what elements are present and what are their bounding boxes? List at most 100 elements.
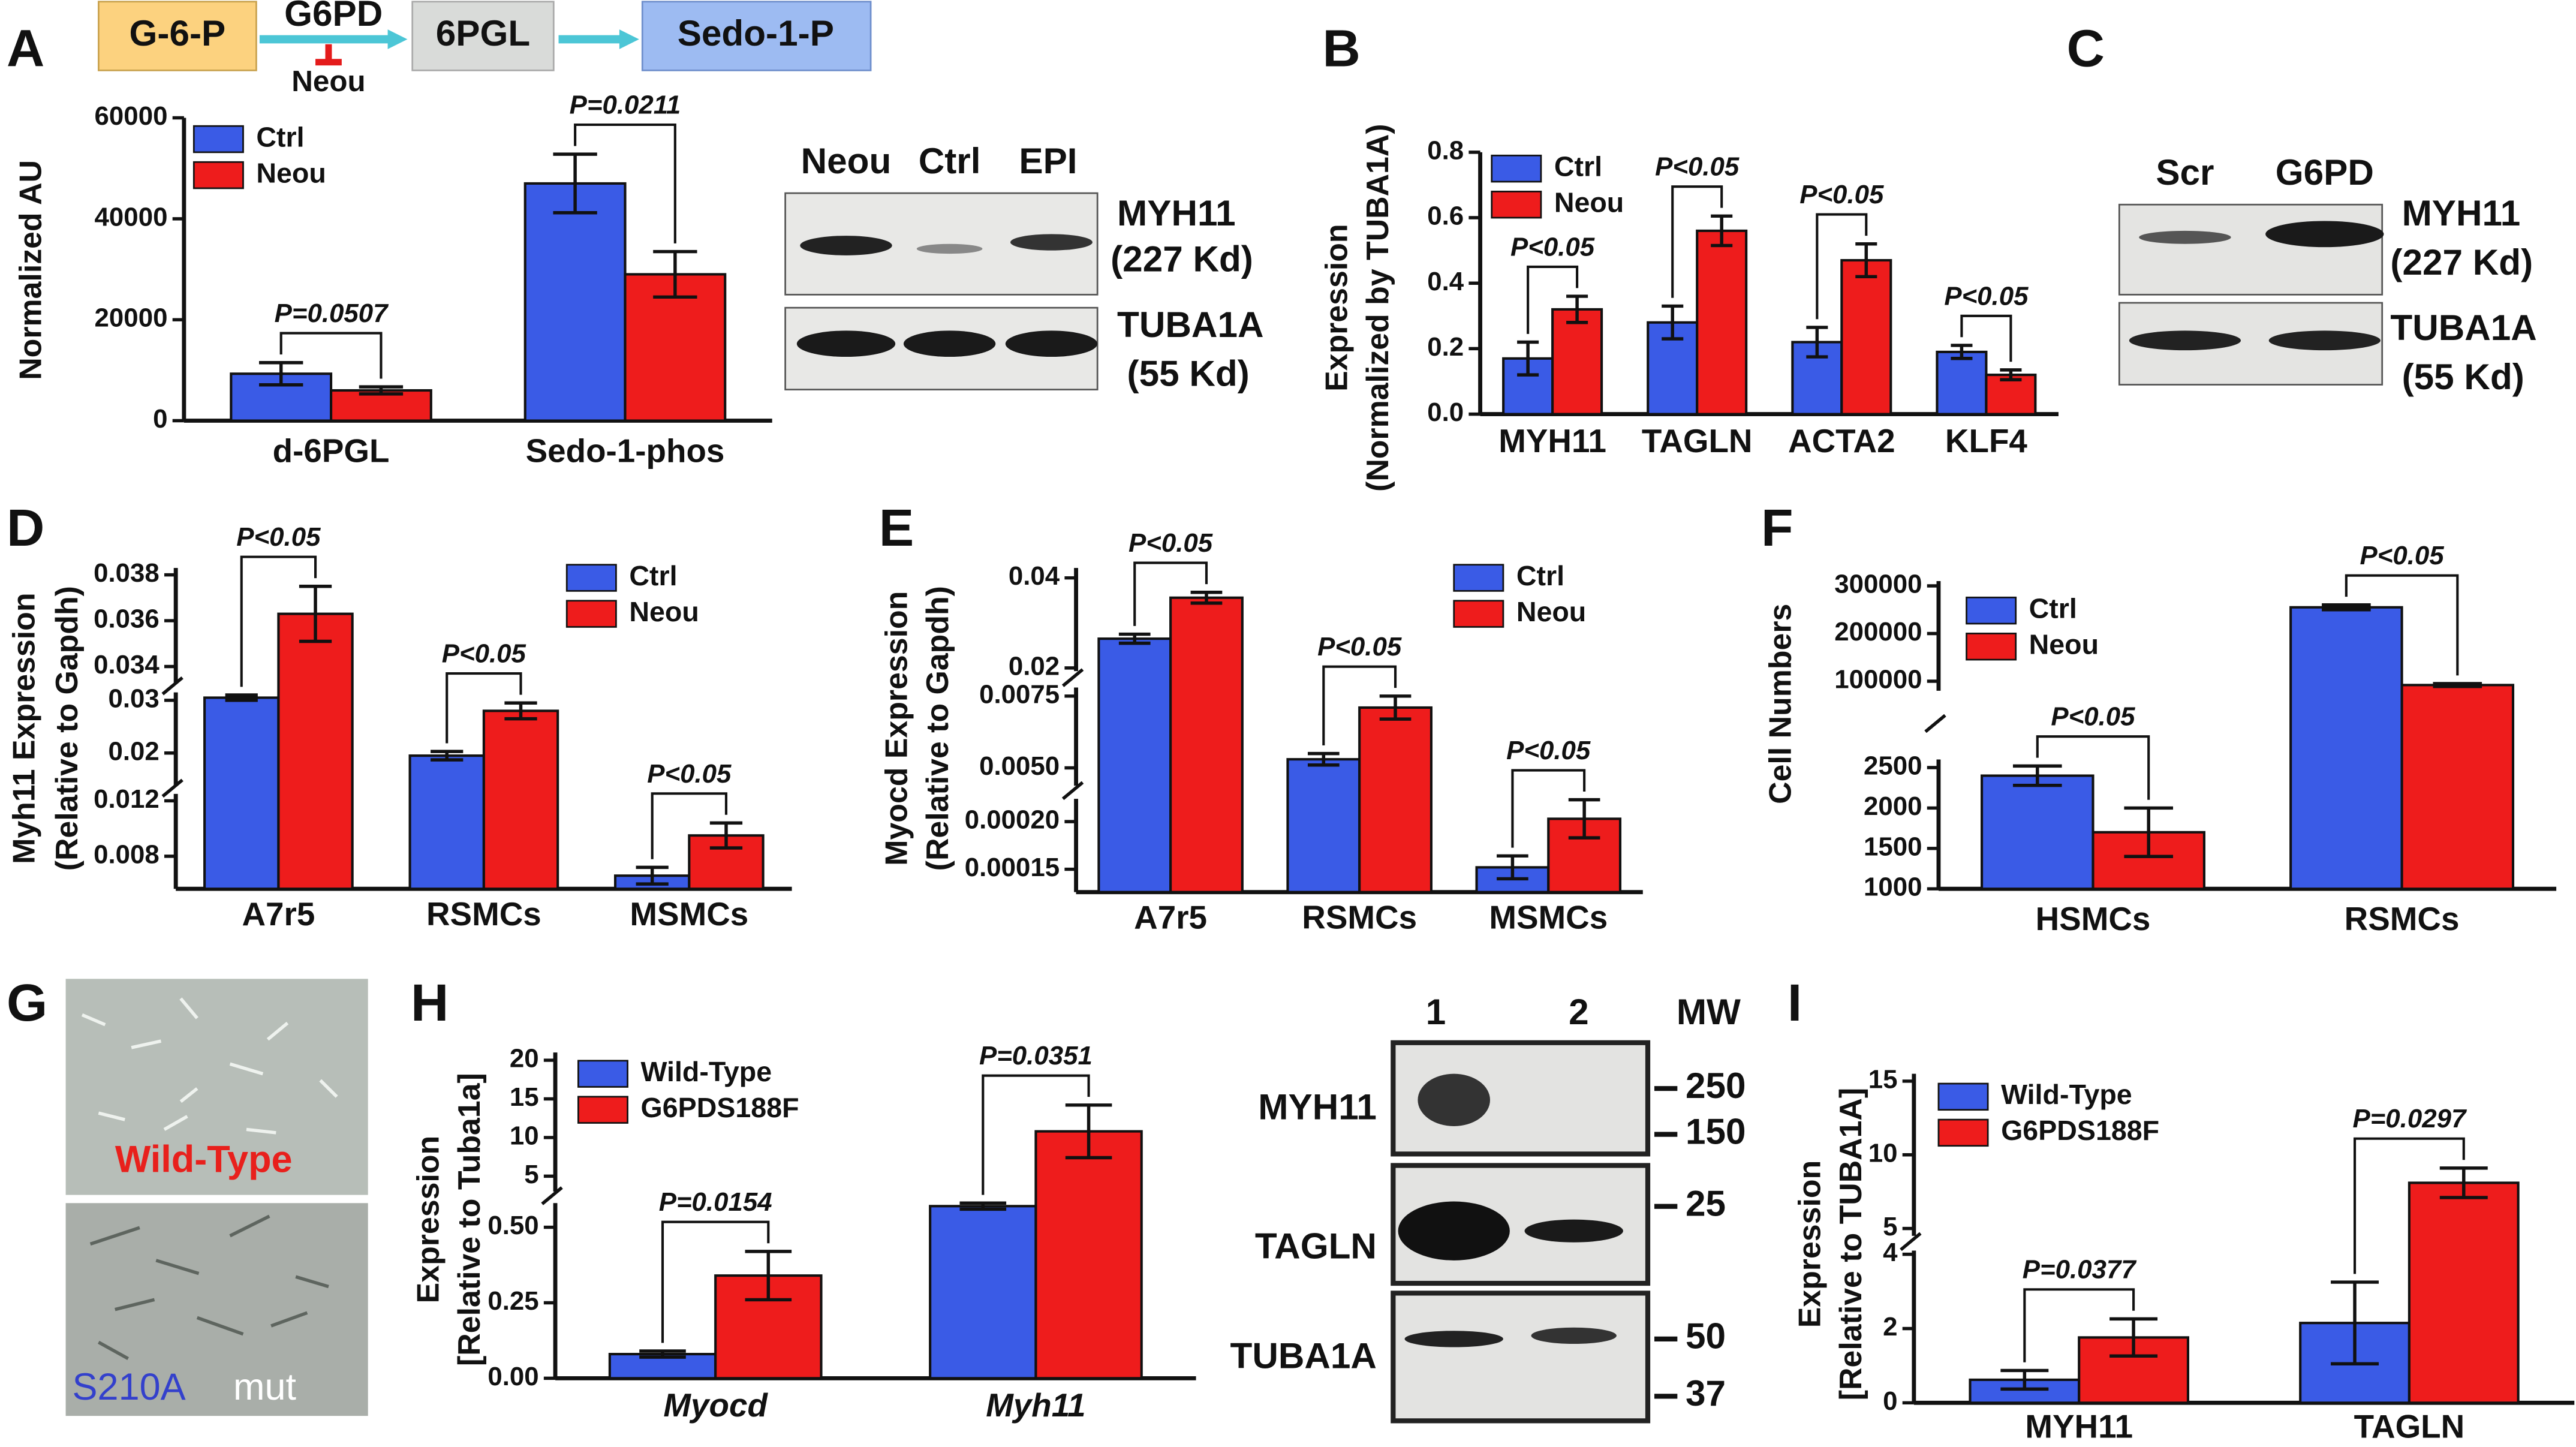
micrograph — [65, 979, 368, 1195]
bar — [2400, 684, 2515, 891]
legend-label: Ctrl — [1554, 151, 1602, 182]
y-tick-label: 20000 — [95, 303, 168, 333]
significance-bracket — [1527, 265, 1579, 334]
significance-bracket — [574, 123, 676, 243]
bar — [1647, 321, 1699, 416]
legend-swatch — [1453, 600, 1504, 628]
y-tick-label: 0.00 — [487, 1362, 538, 1391]
p-value: P<0.05 — [1799, 180, 1884, 209]
y-tick-label: 2500 — [1864, 751, 1922, 781]
x-tick-label: TAGLN — [1642, 422, 1753, 459]
y-tick-label: 0.038 — [94, 558, 160, 588]
axis-break — [1061, 781, 1084, 801]
blot-label: TUBA1A — [2390, 308, 2536, 348]
y-tick-label: 0.04 — [1009, 561, 1060, 591]
panel-label: H — [411, 973, 449, 1032]
p-value: P<0.05 — [442, 639, 526, 669]
blot-label: (227 Kd) — [2390, 242, 2533, 282]
pathway-node: Sedo-1-P — [678, 13, 834, 53]
y-tick-label: 10 — [1868, 1138, 1898, 1168]
legend-label: Neou — [1516, 596, 1586, 627]
error-bar — [225, 693, 258, 702]
legend-label: Wild-Type — [641, 1056, 772, 1087]
p-value: P=0.0351 — [979, 1041, 1093, 1070]
error-bar — [431, 750, 464, 762]
error-bar — [2433, 682, 2482, 688]
legend-swatch — [1491, 154, 1542, 183]
p-value: P<0.05 — [1944, 281, 2029, 311]
y-axis-label: (Relative to Gapdh) — [920, 586, 955, 871]
legend-label: Neou — [2029, 629, 2099, 660]
x-tick-label: MSMCs — [1489, 899, 1608, 936]
y-axis-label: [Relative to TUBA1A] — [1834, 1088, 1868, 1400]
y-axis-label: Expression — [1320, 224, 1355, 391]
blot-band — [903, 330, 996, 357]
p-value: P=0.0154 — [659, 1187, 772, 1217]
legend-label: Neou — [1554, 187, 1624, 218]
y-axis-label: (Normalized by TUBA1A) — [1361, 124, 1395, 492]
blot-band — [1531, 1327, 1617, 1344]
error-bar — [1065, 1103, 1112, 1160]
blot-band — [1404, 1331, 1503, 1347]
bar — [482, 709, 559, 891]
legend-label: Ctrl — [256, 121, 304, 152]
bar — [2289, 606, 2403, 891]
error-bar — [504, 701, 537, 721]
bar — [1034, 1130, 1143, 1380]
y-tick-label: 200000 — [1834, 617, 1922, 646]
significance-bracket — [1322, 665, 1397, 745]
p-value: P<0.05 — [1510, 233, 1595, 262]
mw-marker: 25 — [1686, 1184, 1726, 1224]
legend-swatch — [1937, 1082, 1989, 1111]
error-bar — [2109, 1317, 2158, 1358]
axis-break — [161, 778, 183, 798]
y-tick-label: 40000 — [95, 202, 168, 231]
error-bar — [639, 1349, 686, 1359]
y-axis-label: Expression — [411, 1136, 446, 1303]
blot-label: TUBA1A — [1230, 1336, 1377, 1376]
bar — [1097, 637, 1172, 894]
bar — [1358, 706, 1433, 894]
y-tick-label: 5 — [1883, 1212, 1897, 1241]
pathway-node: 6PGL — [436, 13, 530, 53]
significance-bracket — [661, 1220, 770, 1343]
x-tick-label: A7r5 — [1134, 899, 1207, 936]
y-tick-label: 0.25 — [487, 1286, 538, 1316]
error-bar — [959, 1201, 1007, 1211]
error-bar — [2124, 806, 2174, 859]
lane-label: 1 — [1426, 992, 1446, 1032]
bar — [929, 1205, 1037, 1380]
y-axis-label: Myh11 Expression — [7, 593, 41, 864]
y-tick-label: 300000 — [1834, 570, 1922, 599]
axis-break — [1924, 714, 1946, 733]
y-tick-label: 2 — [1883, 1312, 1897, 1341]
significance-bracket — [240, 555, 317, 687]
p-value: P=0.0211 — [570, 91, 681, 120]
error-bar — [2322, 603, 2371, 612]
legend-label: G6PDS188F — [641, 1092, 799, 1123]
p-value: P=0.0507 — [275, 299, 390, 328]
pathway-arrow-head — [619, 29, 639, 49]
error-bar — [2000, 1368, 2049, 1391]
y-axis-label: Expression — [1793, 1160, 1828, 1328]
blot-label: TUBA1A — [1117, 305, 1263, 345]
blot-band — [796, 330, 896, 357]
blot-label: (55 Kd) — [1127, 354, 1250, 394]
error-bar — [1307, 751, 1340, 767]
significance-bracket — [982, 1074, 1090, 1195]
y-tick-label: 2000 — [1864, 792, 1922, 821]
significance-bracket — [2345, 574, 2459, 676]
y-tick-label: 4 — [1883, 1238, 1898, 1267]
bar — [277, 612, 354, 891]
error-bar — [2012, 764, 2062, 787]
p-value: P<0.05 — [2051, 702, 2135, 732]
error-bar — [636, 865, 669, 886]
x-tick-label: TAGLN — [2354, 1407, 2465, 1445]
p-value: P<0.05 — [236, 522, 321, 552]
blot-band — [2265, 221, 2384, 248]
blot-label: MYH11 — [1258, 1087, 1377, 1127]
y-tick-label: 0.00020 — [965, 805, 1060, 835]
y-tick-label: 0.0050 — [979, 751, 1060, 781]
y-tick-label: 0.012 — [94, 784, 160, 814]
lane-label: EPI — [1019, 141, 1077, 181]
